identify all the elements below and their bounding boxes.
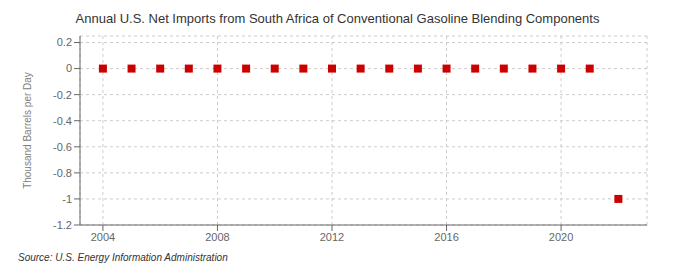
svg-text:2008: 2008: [205, 231, 229, 243]
svg-text:Thousand Barrels per Day: Thousand Barrels per Day: [22, 72, 33, 189]
svg-text:2020: 2020: [549, 231, 573, 243]
svg-text:2016: 2016: [434, 231, 458, 243]
svg-text:-0.6: -0.6: [53, 141, 72, 153]
svg-text:2004: 2004: [91, 231, 115, 243]
svg-text:0: 0: [66, 62, 72, 74]
svg-text:-0.8: -0.8: [53, 167, 72, 179]
svg-text:2012: 2012: [320, 231, 344, 243]
svg-text:-1.2: -1.2: [53, 219, 72, 231]
svg-text:0.2: 0.2: [57, 36, 72, 48]
svg-text:-0.2: -0.2: [53, 89, 72, 101]
svg-text:-1: -1: [62, 193, 72, 205]
html-text:Source: U.S. Energy Informatio: Source: U.S. Energy Information Administ…: [18, 252, 228, 263]
html-text:Annual U.S. Net Imports from S: Annual U.S. Net Imports from South Afric…: [75, 11, 600, 26]
svg-text:-0.4: -0.4: [53, 115, 72, 127]
